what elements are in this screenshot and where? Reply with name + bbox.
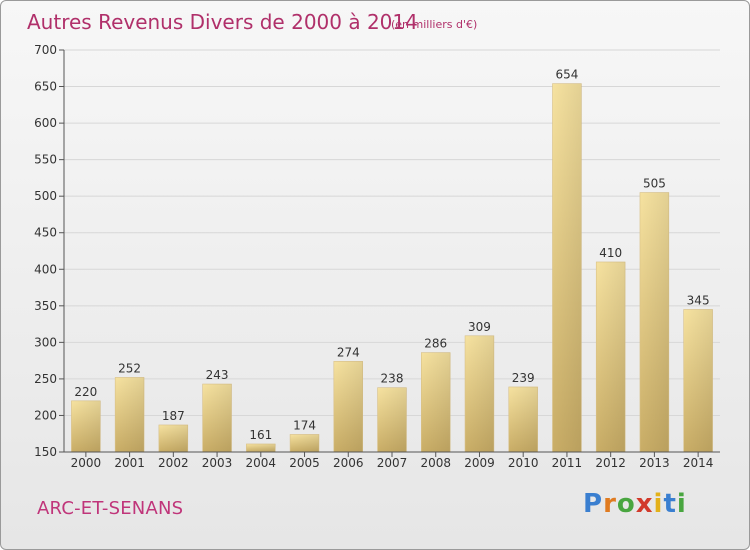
x-tick-label: 2013 — [639, 456, 670, 470]
bar-value-label: 161 — [249, 428, 272, 442]
bar-shade — [377, 387, 407, 452]
bar-shade — [71, 400, 101, 452]
bar-shade — [333, 361, 363, 452]
logo-letter: i — [653, 489, 664, 519]
bar-value-label: 238 — [381, 372, 404, 386]
bar-value-label: 505 — [643, 177, 666, 191]
x-tick-label: 2008 — [420, 456, 451, 470]
bar-shade — [552, 83, 582, 452]
y-tick-label: 500 — [34, 189, 57, 203]
bar-value-label: 220 — [74, 385, 97, 399]
y-tick-label: 650 — [34, 80, 57, 94]
proxiti-logo: Proxiti — [583, 489, 687, 519]
y-tick-label: 300 — [34, 335, 57, 349]
chart-title: Autres Revenus Divers de 2000 à 2014 — [27, 10, 418, 34]
y-tick-label: 700 — [34, 43, 57, 57]
bar-value-label: 252 — [118, 361, 141, 375]
y-tick-label: 550 — [34, 153, 57, 167]
bar-shade — [596, 261, 626, 452]
x-tick-label: 2003 — [202, 456, 233, 470]
x-tick-label: 2004 — [246, 456, 277, 470]
x-tick-label: 2007 — [377, 456, 408, 470]
bar-shade — [246, 443, 276, 452]
bar-value-label: 174 — [293, 418, 316, 432]
bar-shade — [639, 192, 669, 452]
chart-unit: (en milliers d'€) — [391, 18, 478, 31]
bar-shade — [465, 335, 494, 452]
bar-shade — [508, 386, 538, 452]
bar-value-label: 345 — [687, 293, 710, 307]
logo-letter: x — [635, 489, 654, 519]
bar-shade — [683, 309, 713, 452]
bar-shade — [115, 377, 145, 452]
x-tick-label: 2001 — [114, 456, 145, 470]
x-tick-label: 2010 — [508, 456, 539, 470]
x-tick-label: 2012 — [595, 456, 626, 470]
bar-value-label: 410 — [599, 246, 622, 260]
y-tick-label: 250 — [34, 372, 57, 386]
bar-shade — [421, 352, 451, 452]
bar-shade — [158, 424, 188, 452]
bar-value-label: 187 — [162, 409, 185, 423]
bar-value-label: 243 — [206, 368, 229, 382]
x-tick-label: 2009 — [464, 456, 495, 470]
x-tick-label: 2005 — [289, 456, 320, 470]
logo-letter: P — [583, 489, 604, 519]
logo-letter: i — [676, 489, 687, 519]
x-tick-label: 2006 — [333, 456, 364, 470]
logo-letter: o — [616, 489, 636, 519]
x-tick-label: 2011 — [552, 456, 583, 470]
y-tick-label: 200 — [34, 408, 57, 422]
y-tick-label: 350 — [34, 299, 57, 313]
y-tick-label: 600 — [34, 116, 57, 130]
bar-value-label: 309 — [468, 320, 491, 334]
logo-letter: t — [663, 489, 677, 519]
bar-shade — [290, 434, 319, 452]
bar-shade — [202, 384, 232, 452]
place-name: ARC-ET-SENANS — [37, 498, 184, 519]
x-tick-label: 2002 — [158, 456, 189, 470]
y-tick-label: 450 — [34, 226, 57, 240]
bar-value-label: 239 — [512, 371, 535, 385]
y-tick-label: 150 — [34, 445, 57, 459]
x-tick-label: 2000 — [71, 456, 102, 470]
x-tick-label: 2014 — [683, 456, 714, 470]
bar-value-label: 654 — [555, 68, 578, 82]
bar-value-label: 286 — [424, 337, 447, 351]
bar-value-label: 274 — [337, 345, 360, 359]
y-tick-label: 400 — [34, 262, 57, 276]
logo-letter: r — [603, 489, 617, 519]
